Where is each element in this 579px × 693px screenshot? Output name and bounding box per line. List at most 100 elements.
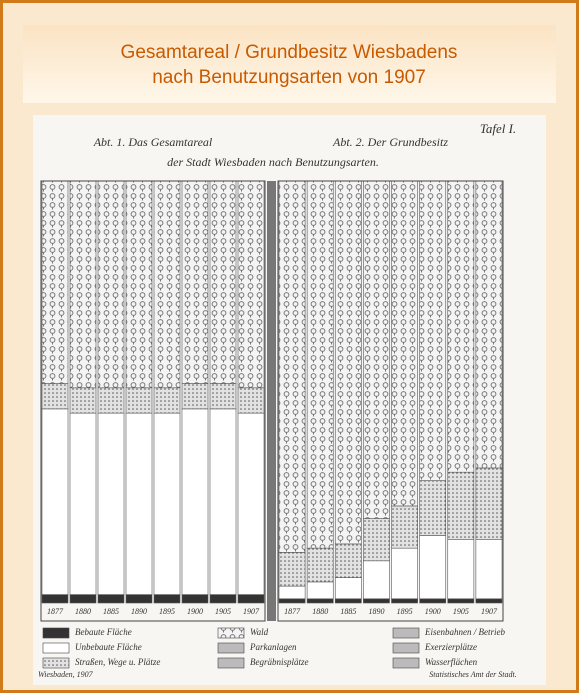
scan: Tafel I. der Stadt Wiesbaden nach Benutz… bbox=[33, 115, 546, 685]
bar-segment bbox=[391, 547, 418, 600]
bar-segment bbox=[209, 180, 237, 384]
x-tick-label: 1895 bbox=[397, 607, 413, 616]
bar-segment bbox=[475, 598, 503, 604]
bar-segment bbox=[41, 408, 69, 595]
x-tick-label: 1900 bbox=[187, 607, 203, 616]
legend-label: Eisenbahnen / Betrieb bbox=[424, 627, 505, 637]
bar-segment bbox=[419, 598, 447, 604]
bar-segment bbox=[419, 535, 447, 600]
bar-segment bbox=[237, 412, 265, 595]
legend-label: Bebaute Fläche bbox=[75, 627, 132, 637]
bar-segment bbox=[237, 594, 265, 604]
bar-segment bbox=[153, 180, 181, 389]
bar-segment bbox=[237, 387, 265, 414]
footer: Wiesbaden, 1907 bbox=[38, 670, 94, 679]
x-tick-label: 1880 bbox=[312, 607, 328, 616]
bar-segment bbox=[334, 543, 362, 578]
bar-segment bbox=[69, 412, 97, 595]
x-tick-label: 1880 bbox=[75, 607, 91, 616]
bar-segment bbox=[419, 180, 447, 481]
x-tick-label: 1895 bbox=[159, 607, 175, 616]
x-tick-label: 1890 bbox=[131, 607, 147, 616]
bar-segment bbox=[237, 180, 265, 389]
bar-segment bbox=[447, 471, 475, 540]
bar-segment bbox=[181, 408, 209, 595]
bar-segment bbox=[181, 594, 209, 604]
bar-segment bbox=[334, 180, 362, 545]
x-tick-label: 1905 bbox=[215, 607, 231, 616]
bar-segment bbox=[447, 539, 475, 600]
title-box bbox=[23, 25, 556, 103]
x-tick-label: 1905 bbox=[453, 607, 469, 616]
plate-label: Tafel I. bbox=[480, 121, 516, 136]
panel-border bbox=[277, 180, 504, 622]
bar-segment bbox=[475, 539, 503, 600]
legend-swatch bbox=[217, 627, 245, 639]
bar-segment bbox=[306, 180, 334, 549]
x-tick-label: 1900 bbox=[425, 607, 441, 616]
legend-swatch bbox=[392, 627, 420, 639]
bar-segment bbox=[363, 560, 390, 600]
bar-segment bbox=[181, 180, 209, 384]
divider bbox=[267, 181, 276, 621]
bar-segment bbox=[69, 180, 97, 389]
page: Gesamtareal / Grundbesitz Wiesbadens nac… bbox=[23, 25, 556, 685]
bar-segment bbox=[391, 505, 418, 549]
bar-segment bbox=[41, 594, 69, 604]
bar-segment bbox=[334, 577, 362, 600]
bar-segment bbox=[306, 547, 334, 583]
legend-label: Straßen, Wege u. Plätze bbox=[75, 657, 160, 667]
legend-label: Begräbnisplätze bbox=[250, 657, 309, 667]
legend-swatch bbox=[42, 657, 70, 669]
bar-segment bbox=[391, 180, 418, 507]
bar-segment bbox=[278, 552, 306, 587]
bar-segment bbox=[278, 585, 306, 600]
bar-segment bbox=[363, 518, 390, 562]
bar-segment bbox=[209, 594, 237, 604]
bar-segment bbox=[306, 598, 334, 604]
bar-segment bbox=[153, 412, 181, 595]
legend-label: Wasserflächen bbox=[425, 657, 478, 667]
legend-label: Exerzierplätze bbox=[424, 642, 477, 652]
subtitle: der Stadt Wiesbaden nach Benutzungsarten… bbox=[167, 155, 379, 169]
bar-segment bbox=[125, 387, 153, 414]
bar-segment bbox=[391, 598, 418, 604]
bar-segment bbox=[97, 387, 125, 414]
bar-segment bbox=[97, 594, 125, 604]
bar-segment bbox=[181, 383, 209, 410]
bar-segment bbox=[69, 594, 97, 604]
x-tick-label: 1885 bbox=[103, 607, 119, 616]
bar-segment bbox=[97, 412, 125, 595]
bar-segment bbox=[447, 598, 475, 604]
legend-swatch bbox=[392, 642, 420, 654]
bar-segment bbox=[153, 594, 181, 604]
x-tick-label: 1890 bbox=[368, 607, 384, 616]
title: Gesamtareal / Grundbesitz Wiesbadens bbox=[121, 42, 458, 63]
bar-segment bbox=[419, 480, 447, 536]
bar-segment bbox=[334, 598, 362, 604]
bar-segment bbox=[447, 180, 475, 473]
footer: Statistisches Amt der Stadt. bbox=[429, 670, 516, 679]
x-tick-label: 1907 bbox=[243, 607, 260, 616]
bar-segment bbox=[41, 383, 69, 410]
legend-swatch bbox=[42, 627, 70, 639]
bar-segment bbox=[306, 581, 334, 600]
legend-label: Parkanlagen bbox=[249, 642, 297, 652]
bar-segment bbox=[125, 412, 153, 595]
x-tick-label: 1885 bbox=[340, 607, 356, 616]
legend-swatch bbox=[217, 657, 245, 669]
x-tick-label: 1877 bbox=[284, 607, 301, 616]
bar-segment bbox=[125, 594, 153, 604]
panel-title: Abt. 2. Der Grundbesitz bbox=[332, 135, 448, 149]
bar-segment bbox=[153, 387, 181, 414]
bar-segment bbox=[69, 387, 97, 414]
bar-segment bbox=[209, 408, 237, 595]
legend-swatch bbox=[217, 642, 245, 654]
bar-segment bbox=[97, 180, 125, 389]
bar-segment bbox=[125, 180, 153, 389]
x-tick-label: 1907 bbox=[481, 607, 498, 616]
bar-segment bbox=[363, 598, 390, 604]
legend-label: Wald bbox=[250, 627, 269, 637]
bar-segment bbox=[475, 180, 503, 469]
